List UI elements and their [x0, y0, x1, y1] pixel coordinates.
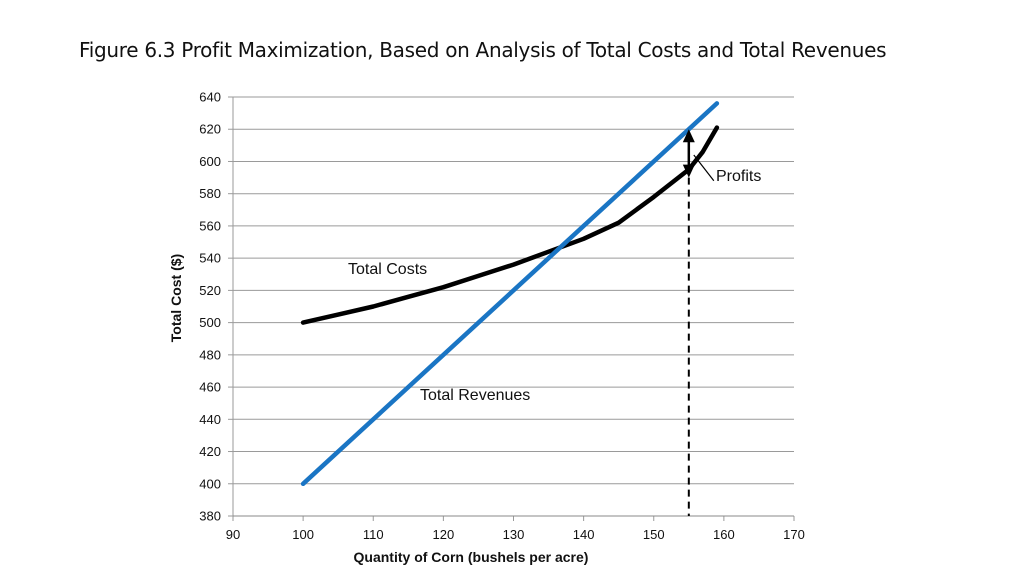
y-tick-label: 540 [199, 251, 221, 266]
y-tick-label: 620 [199, 122, 221, 137]
y-tick-label: 420 [199, 444, 221, 459]
x-tick-label: 100 [292, 527, 314, 542]
total-revenues-label: Total Revenues [420, 387, 530, 404]
annotation-layer [682, 129, 715, 516]
x-tick-label: 90 [226, 527, 240, 542]
x-axis-title: Quantity of Corn (bushels per acre) [354, 549, 589, 565]
y-tick-label: 460 [199, 380, 221, 395]
total-costs-label: Total Costs [348, 261, 427, 278]
x-tick-label: 170 [783, 527, 805, 542]
series-layer [300, 101, 720, 487]
profits-label: Profits [716, 168, 761, 185]
y-tick-label: 560 [199, 218, 221, 233]
x-tick-label: 120 [433, 527, 455, 542]
y-tick-label: 500 [199, 315, 221, 330]
profit-arrow-head-down [682, 164, 695, 178]
y-tick-label: 400 [199, 476, 221, 491]
y-tick-label: 600 [199, 154, 221, 169]
y-tick-label: 380 [199, 509, 221, 524]
x-tick-label: 140 [573, 527, 595, 542]
y-tick-label: 480 [199, 347, 221, 362]
x-tick-label: 150 [643, 527, 665, 542]
x-tick-label: 160 [713, 527, 735, 542]
x-tick-label: 110 [363, 527, 384, 542]
y-tick-label: 640 [199, 90, 221, 105]
tick-labels: 380 400 420 440 460 480 500 520 540 560 580 600 620 6… [199, 90, 805, 543]
x-tick-label: 130 [503, 527, 525, 542]
series-line-total-costs [300, 125, 720, 325]
grid-lines [228, 96, 795, 521]
y-tick-label: 520 [199, 283, 221, 298]
profit-arrow-head-up [682, 129, 695, 143]
slide-title: Figure 6.3 Profit Maximization, Based on… [79, 38, 887, 62]
y-tick-label: 580 [199, 186, 221, 201]
series-line-total-revenues [300, 101, 720, 487]
profits-leader-line [693, 154, 715, 182]
y-tick-label: 440 [199, 412, 221, 427]
y-axis-title: Total Cost ($) [168, 254, 184, 342]
